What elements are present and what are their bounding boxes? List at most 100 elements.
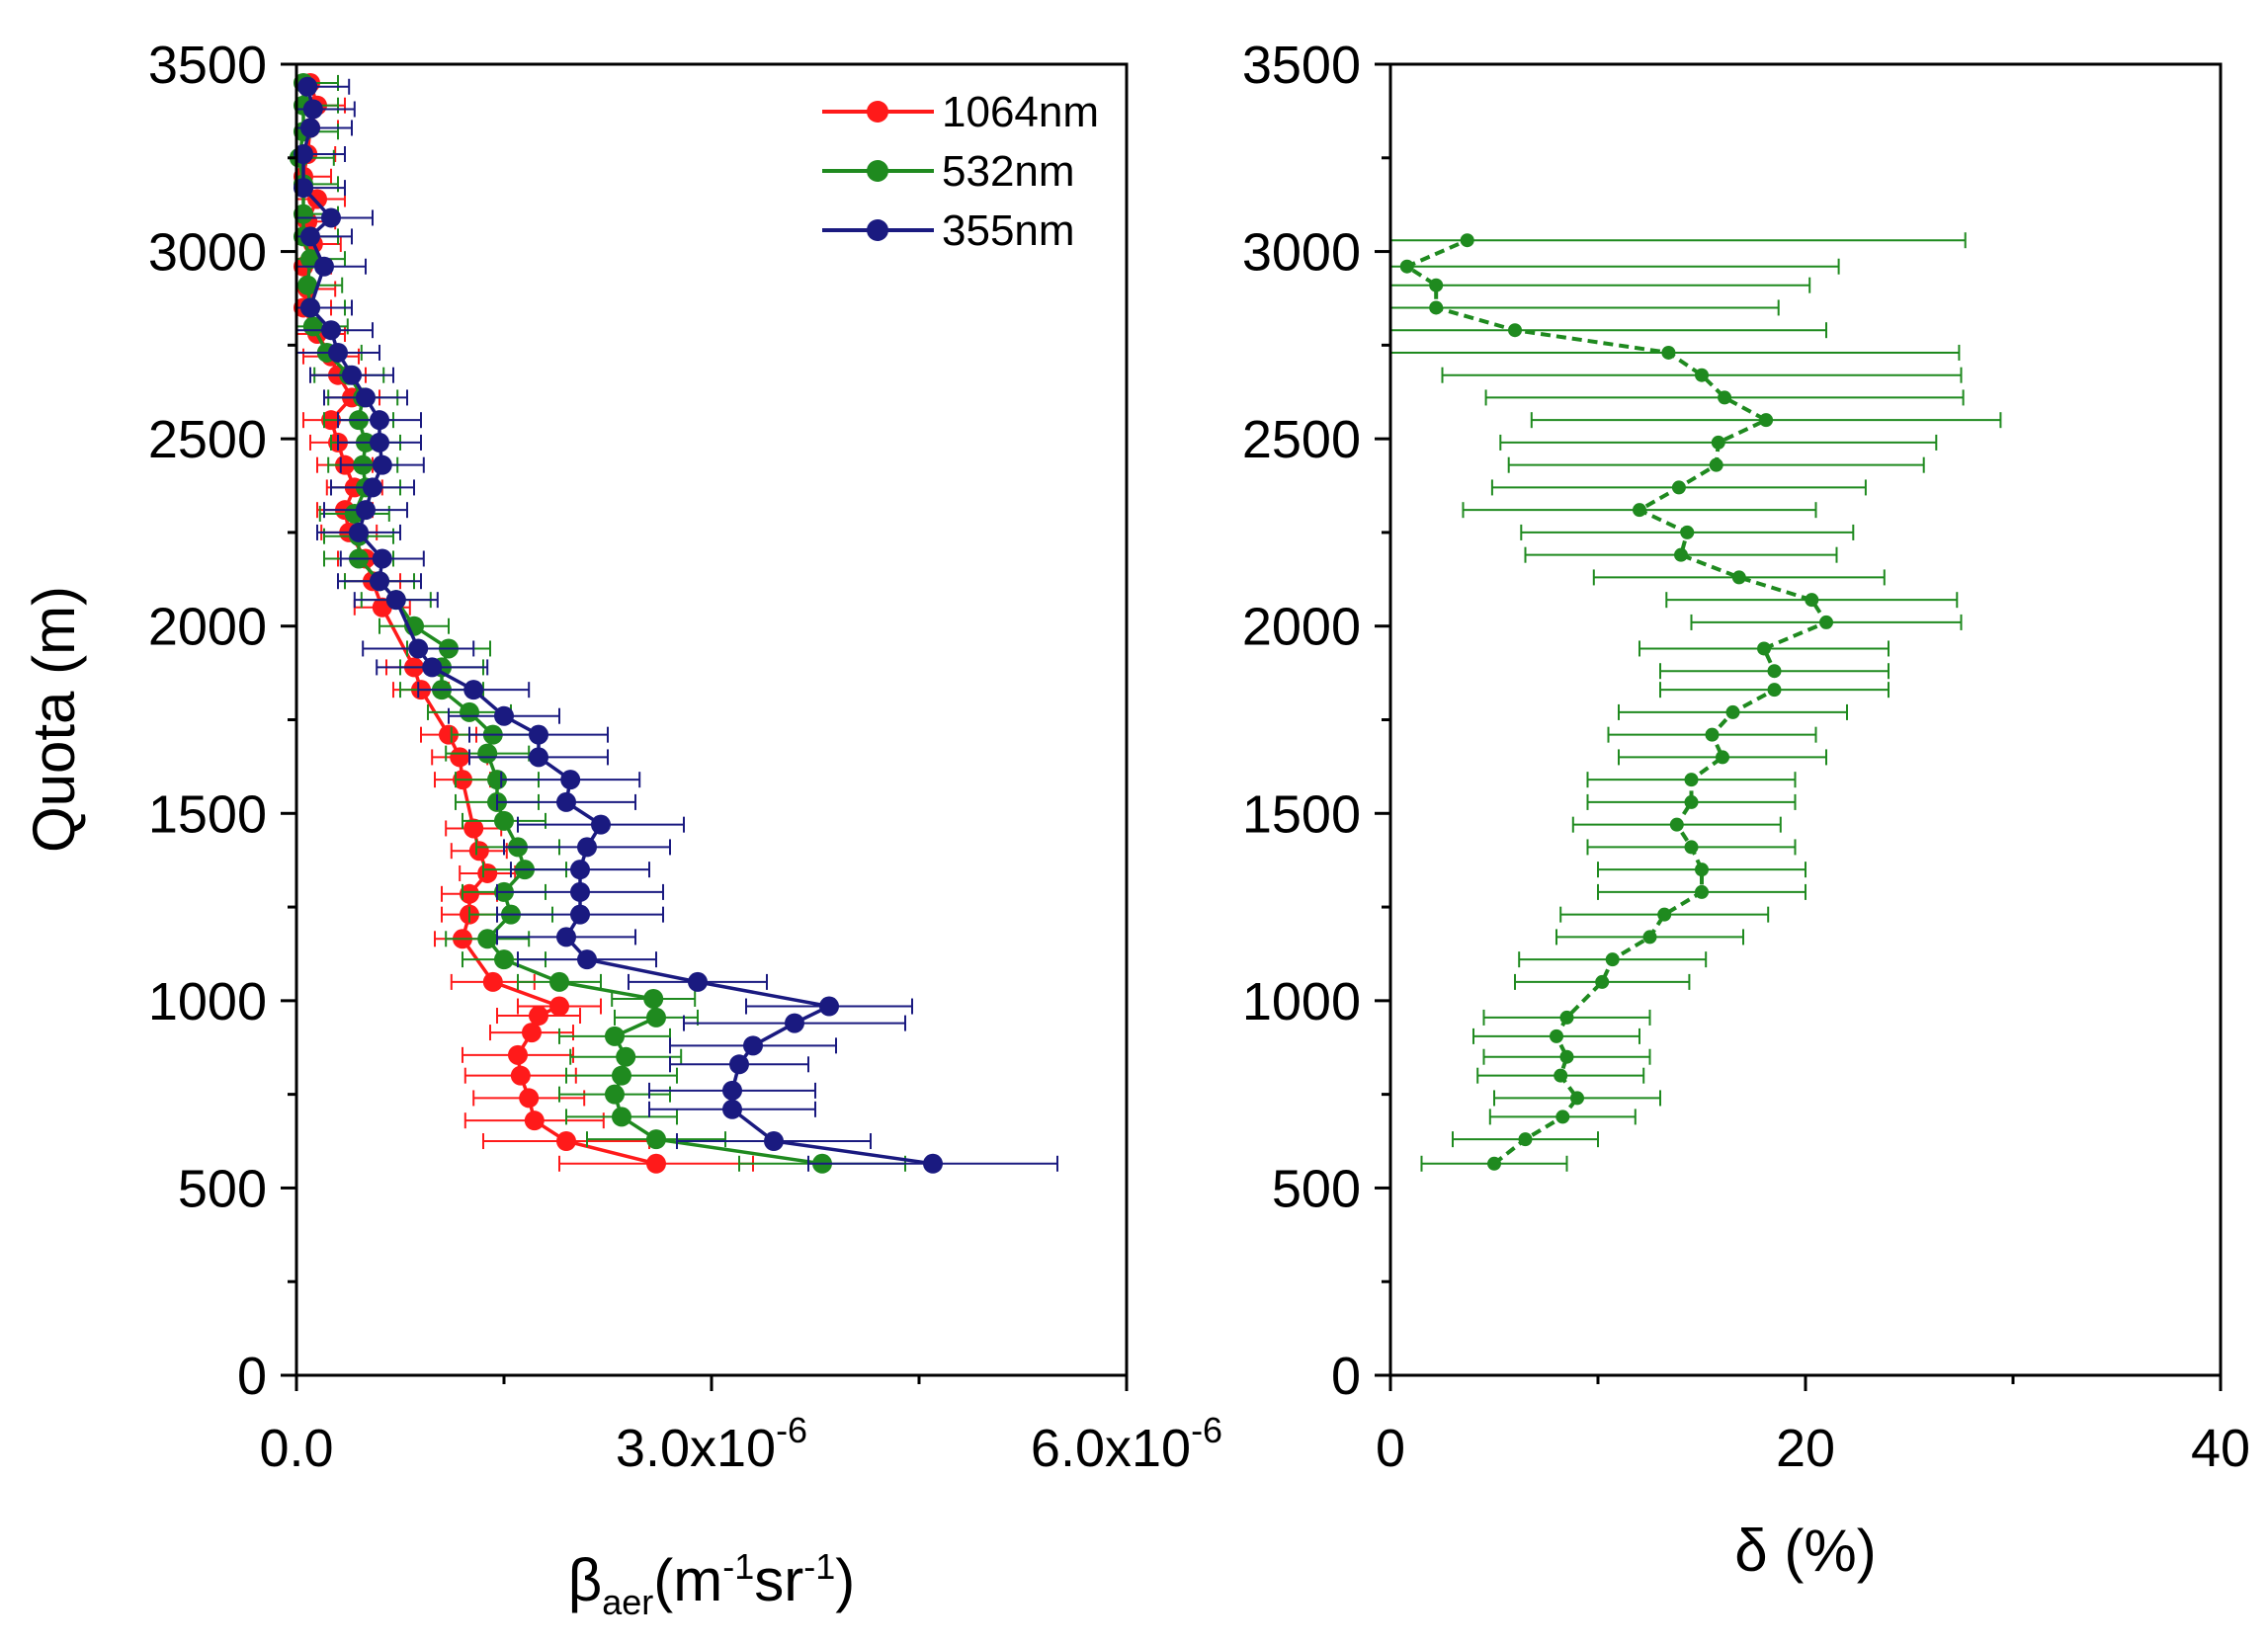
- right-x-tick-label: 40: [2191, 1419, 2250, 1478]
- data-point: [722, 1080, 742, 1101]
- data-point: [314, 256, 334, 277]
- data-point: [494, 810, 514, 831]
- legend: 1064nm 532nm 355nm: [822, 88, 1099, 255]
- data-point: [570, 860, 590, 880]
- right-tick-layer: 0 500 1000 1500 2000 2500 3000 3500 0 20 40: [1242, 36, 2250, 1478]
- left-y-tick-label: 2000: [148, 598, 267, 657]
- data-point: [1805, 593, 1819, 608]
- data-point: [743, 1035, 763, 1056]
- data-point: [646, 1129, 666, 1150]
- data-point: [460, 883, 479, 904]
- right-y-tick-label: 2500: [1242, 410, 1361, 469]
- data-point: [1711, 435, 1725, 450]
- right-x-axis-title: δ (%): [1734, 1518, 1876, 1584]
- data-point: [300, 226, 320, 247]
- data-point: [1767, 683, 1782, 698]
- data-point: [302, 99, 323, 120]
- data-point: [342, 365, 362, 385]
- left-y-tick-label: 3000: [148, 223, 267, 283]
- data-point: [349, 522, 369, 542]
- left-y-tick-label: 3500: [148, 36, 267, 95]
- legend-item: 355nm: [822, 206, 1075, 255]
- data-point: [372, 454, 392, 475]
- data-point: [1508, 323, 1522, 338]
- data-point: [294, 178, 313, 199]
- data-point: [1718, 390, 1732, 405]
- data-point: [1642, 930, 1657, 945]
- data-point: [529, 747, 548, 768]
- legend-label: 532nm: [942, 147, 1075, 196]
- left-x-axis-title: βaer(m-1sr-1): [568, 1546, 856, 1622]
- data-point: [729, 1054, 749, 1075]
- data-point: [1716, 750, 1729, 765]
- left-x-tick-label: 3.0x10-6: [616, 1410, 807, 1478]
- data-point: [494, 949, 514, 970]
- left-y-axis-title: Quota (m): [21, 586, 87, 853]
- data-point: [1731, 570, 1746, 585]
- data-point: [1709, 457, 1723, 472]
- left-tick-layer: 0 500 1000 1500 2000 2500 3000 3500 0.0 3.0x10-6 6…: [148, 36, 1222, 1478]
- beta-aer-chart: 0 500 1000 1500 2000 2500 3000 3500 0.0 3.0x10-6 6…: [21, 36, 1222, 1622]
- data-point: [356, 387, 376, 408]
- left-y-tick-label: 2500: [148, 410, 267, 469]
- data-point: [560, 770, 581, 790]
- data-point: [463, 680, 484, 700]
- data-point: [1759, 413, 1774, 428]
- data-point: [294, 143, 313, 164]
- left-y-tick-label: 1500: [148, 784, 267, 844]
- data-point: [646, 1153, 666, 1174]
- data-point: [1757, 641, 1771, 656]
- data-point: [577, 837, 597, 858]
- series-355nm: [294, 76, 1058, 1174]
- data-point: [612, 1065, 631, 1086]
- right-y-tick-label: 500: [1272, 1159, 1361, 1218]
- data-point: [477, 863, 498, 883]
- data-point: [1399, 259, 1414, 274]
- data-point: [1429, 278, 1444, 292]
- data-point: [460, 701, 479, 722]
- data-point: [370, 410, 389, 431]
- data-point: [297, 275, 318, 295]
- data-point: [300, 118, 320, 138]
- legend-marker: [867, 160, 888, 182]
- data-point: [591, 814, 611, 835]
- data-point: [1680, 525, 1695, 539]
- data-point: [477, 929, 498, 949]
- data-point: [1684, 794, 1699, 809]
- data-point: [646, 1007, 666, 1028]
- data-point: [785, 1013, 804, 1033]
- data-point: [370, 571, 389, 592]
- right-x-tick-label: 20: [1776, 1419, 1835, 1478]
- left-y-tick-label: 500: [178, 1159, 267, 1218]
- data-point: [764, 1131, 784, 1152]
- data-point: [556, 791, 576, 812]
- data-point: [1554, 1068, 1568, 1083]
- data-point: [468, 841, 489, 862]
- right-y-tick-label: 2000: [1242, 598, 1361, 657]
- data-point: [450, 747, 470, 768]
- data-point: [577, 949, 597, 970]
- data-point: [372, 548, 392, 569]
- data-point: [519, 1088, 540, 1109]
- data-point: [1695, 863, 1709, 877]
- data-point: [819, 996, 839, 1017]
- data-point: [1595, 974, 1610, 989]
- data-point: [1559, 1010, 1574, 1025]
- data-point: [556, 1131, 576, 1152]
- data-point: [722, 1099, 742, 1119]
- data-point: [1555, 1110, 1570, 1124]
- series-line: [301, 86, 934, 1166]
- legend-label: 1064nm: [942, 88, 1099, 136]
- legend-marker: [867, 219, 888, 241]
- legend-item: 1064nm: [822, 88, 1099, 136]
- data-point: [612, 1107, 631, 1127]
- data-point: [529, 724, 548, 745]
- data-point: [616, 1046, 636, 1067]
- data-point: [1819, 615, 1833, 629]
- right-y-tick-label: 1000: [1242, 972, 1361, 1031]
- data-point: [605, 1084, 625, 1105]
- data-point: [1633, 503, 1646, 518]
- right-x-tick-label: 0: [1376, 1419, 1405, 1478]
- data-point: [1570, 1091, 1584, 1106]
- data-point: [1460, 233, 1474, 248]
